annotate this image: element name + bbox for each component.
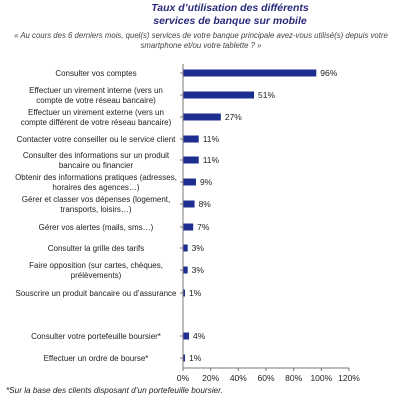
bar xyxy=(183,69,317,77)
bar xyxy=(183,135,199,143)
category-label: compte différent de votre réseau bancair… xyxy=(21,118,172,127)
data-label: 9% xyxy=(200,177,213,187)
data-label: 1% xyxy=(189,288,202,298)
x-tick-label: 120% xyxy=(338,373,360,383)
bar xyxy=(183,113,221,121)
x-tick-label: 60% xyxy=(257,373,274,383)
category-label: Consulter des informations sur un produi… xyxy=(23,151,170,160)
data-label: 3% xyxy=(192,243,205,253)
category-label: Gérer vos alertes (mails, sms…) xyxy=(39,223,154,232)
x-tick-label: 40% xyxy=(230,373,247,383)
data-label: 51% xyxy=(258,90,275,100)
bar xyxy=(183,200,195,208)
bar xyxy=(183,156,199,164)
data-label: 11% xyxy=(203,134,220,144)
x-tick-label: 100% xyxy=(310,373,332,383)
category-label: Effectuer un ordre de bourse* xyxy=(44,354,149,363)
data-label: 27% xyxy=(225,112,242,122)
x-tick-label: 0% xyxy=(177,373,190,383)
category-label: Consulter vos comptes xyxy=(55,69,136,78)
data-label: 96% xyxy=(320,68,337,78)
chart-footnote: *Sur la base des clients disposant d’un … xyxy=(6,386,223,395)
chart-title: Taux d’utilisation des différents servic… xyxy=(151,2,309,27)
bar xyxy=(183,178,196,186)
x-tick-label: 20% xyxy=(202,373,219,383)
category-label: Contacter votre conseiller ou le service… xyxy=(17,135,177,144)
bar xyxy=(183,223,194,231)
bar xyxy=(183,244,188,252)
chart-subtitle-question: « Au cours des 6 derniers mois, quel(s) … xyxy=(14,31,388,50)
data-label: 1% xyxy=(189,353,202,363)
category-label: Souscrire un produit bancaire ou d’assur… xyxy=(16,289,178,298)
category-label: compte de votre réseau bancaire) xyxy=(36,96,156,105)
category-label: Obtenir des informations pratiques (adre… xyxy=(15,173,177,182)
bar xyxy=(183,91,255,99)
category-label: Faire opposition (sur cartes, chèques, xyxy=(29,261,163,270)
data-label: 4% xyxy=(193,331,206,341)
x-tick-label: 80% xyxy=(285,373,302,383)
data-label: 3% xyxy=(192,265,205,275)
bar xyxy=(183,289,185,297)
data-label: 8% xyxy=(199,199,212,209)
bar xyxy=(183,354,185,362)
data-label: 11% xyxy=(203,155,220,165)
bar xyxy=(183,332,190,340)
category-label: Effectuer un virement interne (vers un xyxy=(29,86,163,95)
category-label: Gérer et classer vos dépenses (logement, xyxy=(22,195,171,204)
category-label: Effectuer un virement externe (vers un xyxy=(28,108,164,117)
category-label: transports, loisirs…) xyxy=(60,205,131,214)
category-label: prélèvements) xyxy=(71,271,122,280)
bar xyxy=(183,266,188,274)
category-label: bancaire ou financier xyxy=(59,161,134,170)
data-label: 7% xyxy=(197,222,210,232)
category-label: horaires des agences…) xyxy=(52,183,139,192)
category-label: Consulter la grille des tarifs xyxy=(48,244,144,253)
category-label: Consulter votre portefeuille boursier* xyxy=(31,332,161,341)
